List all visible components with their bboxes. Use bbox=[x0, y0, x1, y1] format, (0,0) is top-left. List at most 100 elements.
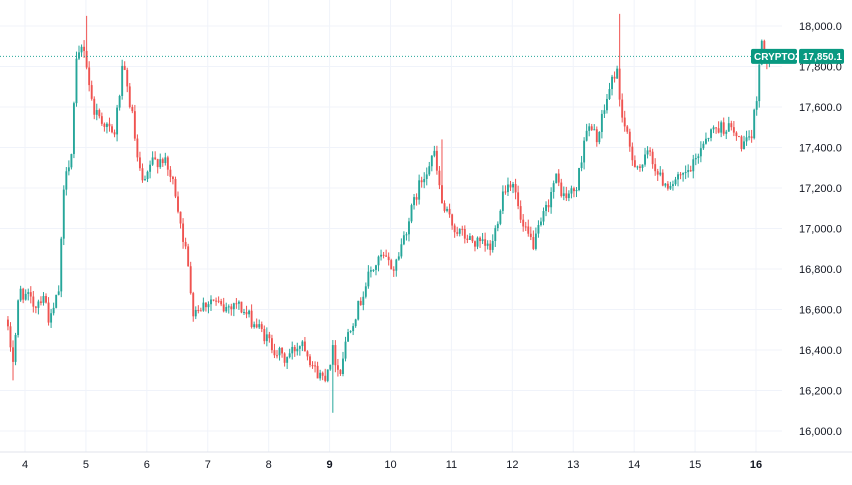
candle[interactable] bbox=[550, 187, 553, 214]
candle[interactable] bbox=[367, 265, 370, 289]
candle[interactable] bbox=[639, 164, 641, 172]
candle[interactable] bbox=[156, 158, 159, 174]
candle[interactable] bbox=[88, 61, 91, 92]
candle[interactable] bbox=[570, 185, 573, 199]
candle[interactable] bbox=[235, 298, 238, 309]
candle[interactable] bbox=[164, 152, 167, 166]
candle[interactable] bbox=[395, 258, 398, 277]
candle[interactable] bbox=[174, 176, 177, 199]
candle[interactable] bbox=[136, 134, 139, 162]
candle[interactable] bbox=[12, 340, 14, 381]
candle[interactable] bbox=[512, 182, 514, 194]
candle[interactable] bbox=[354, 318, 357, 328]
candle[interactable] bbox=[590, 123, 593, 132]
candle[interactable] bbox=[451, 213, 454, 230]
candle[interactable] bbox=[595, 126, 598, 147]
candle[interactable] bbox=[575, 187, 578, 198]
candle[interactable] bbox=[293, 344, 296, 357]
candle[interactable] bbox=[17, 299, 20, 338]
candle[interactable] bbox=[83, 40, 86, 58]
candle[interactable] bbox=[309, 354, 311, 368]
candle[interactable] bbox=[669, 181, 672, 190]
candle[interactable] bbox=[689, 165, 692, 172]
candle[interactable] bbox=[169, 166, 172, 183]
candle[interactable] bbox=[448, 203, 451, 218]
candle[interactable] bbox=[194, 306, 197, 320]
candle[interactable] bbox=[441, 139, 443, 204]
candle[interactable] bbox=[522, 214, 525, 232]
candle[interactable] bbox=[199, 307, 202, 312]
candle[interactable] bbox=[537, 220, 540, 238]
candle[interactable] bbox=[149, 160, 152, 179]
candle[interactable] bbox=[306, 350, 309, 361]
candle[interactable] bbox=[580, 155, 583, 172]
candle[interactable] bbox=[144, 175, 146, 181]
candle[interactable] bbox=[288, 348, 291, 359]
candle[interactable] bbox=[618, 13, 621, 107]
candle[interactable] bbox=[545, 201, 547, 217]
candle[interactable] bbox=[342, 351, 344, 377]
candle[interactable] bbox=[613, 71, 616, 83]
candle[interactable] bbox=[85, 15, 88, 70]
candle[interactable] bbox=[540, 217, 542, 227]
candle[interactable] bbox=[93, 96, 96, 120]
candle[interactable] bbox=[588, 123, 591, 137]
candle[interactable] bbox=[189, 261, 192, 295]
candle[interactable] bbox=[507, 177, 509, 197]
candle[interactable] bbox=[344, 336, 347, 362]
candle[interactable] bbox=[34, 305, 37, 314]
candle[interactable] bbox=[65, 167, 68, 196]
candle[interactable] bbox=[710, 128, 712, 142]
candle[interactable] bbox=[179, 211, 182, 229]
candle[interactable] bbox=[486, 240, 489, 250]
candle[interactable] bbox=[50, 308, 53, 328]
candle[interactable] bbox=[423, 172, 426, 189]
candle[interactable] bbox=[9, 322, 12, 352]
candle[interactable] bbox=[509, 180, 512, 192]
candle[interactable] bbox=[496, 221, 499, 232]
candle[interactable] bbox=[560, 178, 563, 198]
candle[interactable] bbox=[240, 301, 243, 314]
candle[interactable] bbox=[616, 65, 619, 79]
candle[interactable] bbox=[750, 129, 753, 143]
candle[interactable] bbox=[126, 67, 129, 93]
candle[interactable] bbox=[375, 264, 377, 276]
candle[interactable] bbox=[100, 112, 103, 126]
candle[interactable] bbox=[555, 173, 558, 184]
candle[interactable] bbox=[166, 155, 169, 176]
candle[interactable] bbox=[78, 45, 80, 61]
candle[interactable] bbox=[644, 147, 646, 167]
candle[interactable] bbox=[692, 154, 695, 179]
candle[interactable] bbox=[352, 323, 355, 336]
candle[interactable] bbox=[151, 151, 154, 166]
candle[interactable] bbox=[608, 82, 611, 101]
candle[interactable] bbox=[336, 358, 339, 377]
candle[interactable] bbox=[263, 325, 266, 345]
candle[interactable] bbox=[90, 80, 93, 101]
candle[interactable] bbox=[80, 44, 83, 57]
candle[interactable] bbox=[197, 305, 200, 314]
candle[interactable] bbox=[121, 59, 124, 100]
candle[interactable] bbox=[154, 151, 157, 161]
candle[interactable] bbox=[514, 178, 517, 200]
candle[interactable] bbox=[504, 185, 507, 195]
candle[interactable] bbox=[671, 180, 674, 191]
candle[interactable] bbox=[456, 226, 459, 237]
candle[interactable] bbox=[202, 297, 205, 312]
candle[interactable] bbox=[47, 297, 50, 326]
candle[interactable] bbox=[474, 240, 476, 252]
candle[interactable] bbox=[291, 341, 294, 360]
candle[interactable] bbox=[727, 116, 730, 132]
candle[interactable] bbox=[311, 361, 314, 369]
candle[interactable] bbox=[420, 176, 423, 188]
candle[interactable] bbox=[679, 172, 682, 180]
candle[interactable] bbox=[362, 291, 365, 311]
candle[interactable] bbox=[324, 368, 327, 383]
candle[interactable] bbox=[593, 124, 596, 131]
candle[interactable] bbox=[748, 130, 751, 141]
candle[interactable] bbox=[67, 160, 70, 176]
candle[interactable] bbox=[339, 369, 342, 376]
candle[interactable] bbox=[258, 319, 261, 329]
candle[interactable] bbox=[443, 200, 446, 213]
